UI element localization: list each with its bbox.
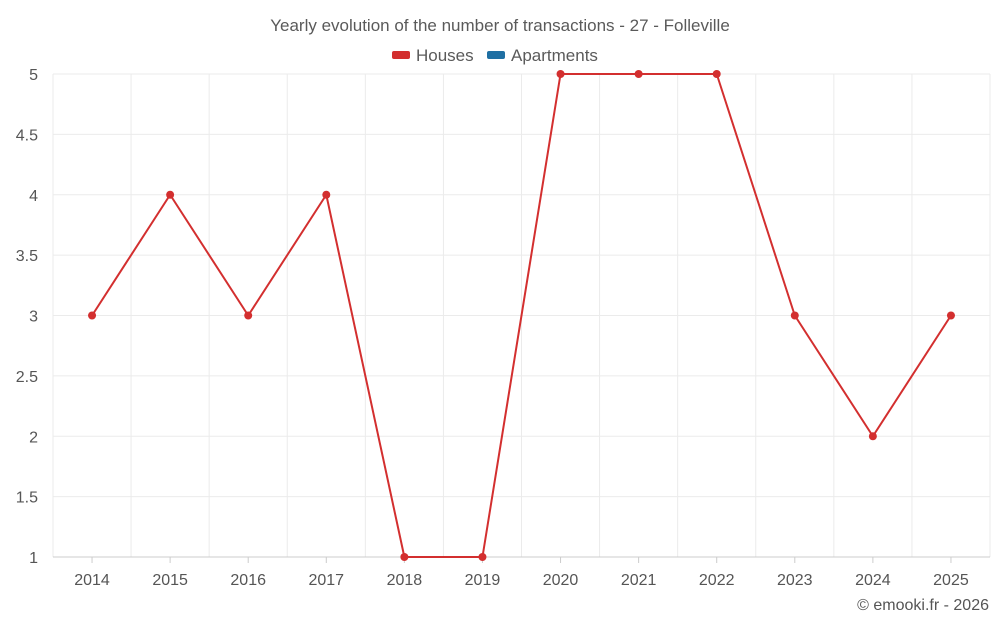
data-point[interactable] <box>868 432 877 441</box>
series <box>88 70 955 561</box>
legend-label-houses: Houses <box>416 46 474 65</box>
x-tick-label: 2022 <box>699 572 735 589</box>
y-tick-label: 3 <box>29 309 38 326</box>
data-point[interactable] <box>400 553 409 561</box>
data-point[interactable] <box>790 311 799 320</box>
y-tick-label: 2 <box>29 429 38 446</box>
data-point[interactable] <box>478 553 487 561</box>
legend-item-houses[interactable]: Houses <box>392 46 474 65</box>
legend-swatch-houses <box>392 51 410 59</box>
chart-title: Yearly evolution of the number of transa… <box>270 16 730 35</box>
y-tick-label: 4.5 <box>16 127 38 144</box>
data-point[interactable] <box>634 70 643 78</box>
x-tick-label: 2023 <box>777 572 813 589</box>
legend: Houses Apartments <box>392 46 598 65</box>
data-point[interactable] <box>946 311 955 320</box>
x-tick-label: 2021 <box>621 572 657 589</box>
y-tick-label: 4 <box>29 188 38 205</box>
axes: 1 1.5 2 2.5 3 3.5 4 4.5 5 2014 2015 2016 2017 2018 201… <box>16 67 990 589</box>
y-tick-label: 3.5 <box>16 248 38 265</box>
x-tick-label: 2019 <box>465 572 501 589</box>
x-tick-label: 2015 <box>152 572 188 589</box>
data-point[interactable] <box>166 190 175 199</box>
legend-label-apartments: Apartments <box>511 46 598 65</box>
x-tick-label: 2016 <box>230 572 266 589</box>
data-point[interactable] <box>712 70 721 78</box>
y-tick-label: 5 <box>29 67 38 84</box>
y-tick-label: 1 <box>29 550 38 567</box>
data-point[interactable] <box>88 311 97 320</box>
legend-item-apartments[interactable]: Apartments <box>487 46 598 65</box>
x-tick-label: 2025 <box>933 572 969 589</box>
x-tick-label: 2017 <box>308 572 344 589</box>
data-point[interactable] <box>556 70 565 78</box>
x-tick-label: 2020 <box>543 572 579 589</box>
series-line-houses <box>91 73 952 558</box>
y-tick-label: 2.5 <box>16 369 38 386</box>
data-point[interactable] <box>322 190 331 199</box>
legend-swatch-apartments <box>487 51 505 59</box>
x-tick-label: 2018 <box>387 572 423 589</box>
y-tick-label: 1.5 <box>16 490 38 507</box>
x-tick-label: 2014 <box>74 572 110 589</box>
credit-text: © emooki.fr - 2026 <box>857 597 989 614</box>
x-tick-label: 2024 <box>855 572 891 589</box>
data-point[interactable] <box>244 311 253 320</box>
